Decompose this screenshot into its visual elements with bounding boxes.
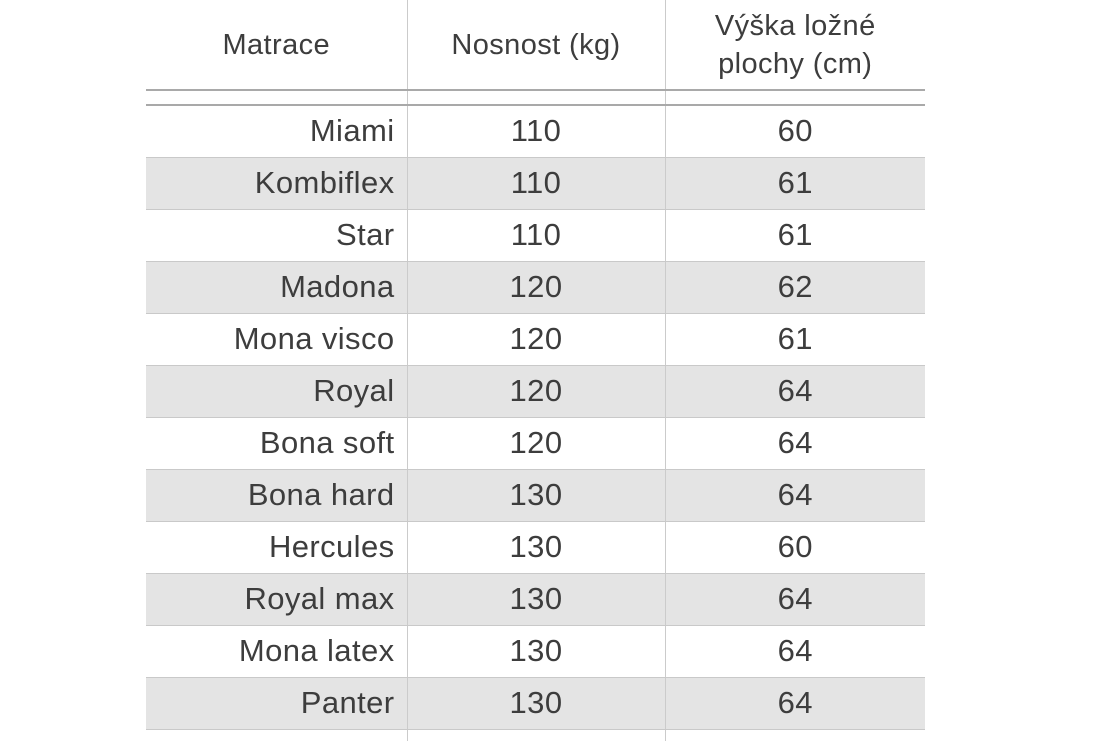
cell-vyska: 62 — [664, 261, 925, 314]
cut-off-cell — [406, 729, 665, 741]
cut-off-cell — [664, 729, 925, 741]
cell-matrace-name: Miami — [146, 105, 407, 158]
cell-nosnost: 120 — [406, 313, 665, 366]
cell-vyska: 60 — [664, 105, 925, 158]
cell-vyska: 61 — [664, 157, 925, 210]
column-header-matrace: Matrace — [146, 0, 407, 91]
mattress-comparison-table-wrap: Matrace Nosnost (kg) Výška ložné plochy … — [146, 0, 925, 741]
spacer-cell — [664, 90, 925, 106]
mattress-comparison-table: Matrace Nosnost (kg) Výška ložné plochy … — [146, 0, 925, 741]
cell-matrace-name: Mona latex — [146, 625, 407, 678]
cut-off-cell — [146, 729, 407, 741]
cell-nosnost: 120 — [406, 417, 665, 470]
cell-nosnost: 120 — [406, 365, 665, 418]
column-header-nosnost: Nosnost (kg) — [406, 0, 665, 91]
table-row: Bona soft 120 64 — [146, 417, 925, 470]
cell-nosnost: 110 — [406, 209, 665, 262]
cell-nosnost: 110 — [406, 105, 665, 158]
cell-nosnost: 120 — [406, 261, 665, 314]
column-header-matrace-label: Matrace — [222, 28, 331, 61]
table-header-row: Matrace Nosnost (kg) Výška ložné plochy … — [146, 0, 925, 91]
table-row: Mona visco 120 61 — [146, 313, 925, 366]
cell-matrace-name: Kombiflex — [146, 157, 407, 210]
cell-nosnost: 130 — [406, 469, 665, 522]
cell-matrace-name: Royal — [146, 365, 407, 418]
spacer-cell — [146, 90, 407, 106]
cell-matrace-name: Madona — [146, 261, 407, 314]
cell-vyska: 61 — [664, 209, 925, 262]
header-spacer-row — [146, 90, 925, 106]
cell-nosnost: 130 — [406, 573, 665, 626]
table-row: Kombiflex 110 61 — [146, 157, 925, 210]
table-row: Bona hard 130 64 — [146, 469, 925, 522]
table-row: Mona latex 130 64 — [146, 625, 925, 678]
cell-vyska: 64 — [664, 573, 925, 626]
cell-vyska: 64 — [664, 625, 925, 678]
cell-vyska: 64 — [664, 417, 925, 470]
cell-vyska: 64 — [664, 677, 925, 730]
cell-matrace-name: Hercules — [146, 521, 407, 574]
column-header-nosnost-label: Nosnost (kg) — [451, 28, 621, 61]
cell-nosnost: 130 — [406, 521, 665, 574]
cell-vyska: 64 — [664, 365, 925, 418]
cell-vyska: 61 — [664, 313, 925, 366]
cell-matrace-name: Star — [146, 209, 407, 262]
cell-vyska: 60 — [664, 521, 925, 574]
cell-nosnost: 130 — [406, 677, 665, 730]
table-row: Miami 110 60 — [146, 105, 925, 158]
column-header-vyska-lozne-plochy-label: Výška ložné plochy (cm) — [714, 9, 876, 80]
cut-off-row — [146, 729, 925, 741]
cell-nosnost: 130 — [406, 625, 665, 678]
table-row: Star 110 61 — [146, 209, 925, 262]
spacer-cell — [406, 90, 665, 106]
cell-matrace-name: Mona visco — [146, 313, 407, 366]
table-row: Madona 120 62 — [146, 261, 925, 314]
table-row: Hercules 130 60 — [146, 521, 925, 574]
cell-matrace-name: Panter — [146, 677, 407, 730]
cell-nosnost: 110 — [406, 157, 665, 210]
cell-matrace-name: Royal max — [146, 573, 407, 626]
cell-matrace-name: Bona soft — [146, 417, 407, 470]
column-header-vyska-lozne-plochy: Výška ložné plochy (cm) — [664, 0, 925, 91]
table-row: Royal max 130 64 — [146, 573, 925, 626]
cell-vyska: 64 — [664, 469, 925, 522]
cell-matrace-name: Bona hard — [146, 469, 407, 522]
table-row: Royal 120 64 — [146, 365, 925, 418]
table-row: Panter 130 64 — [146, 677, 925, 730]
